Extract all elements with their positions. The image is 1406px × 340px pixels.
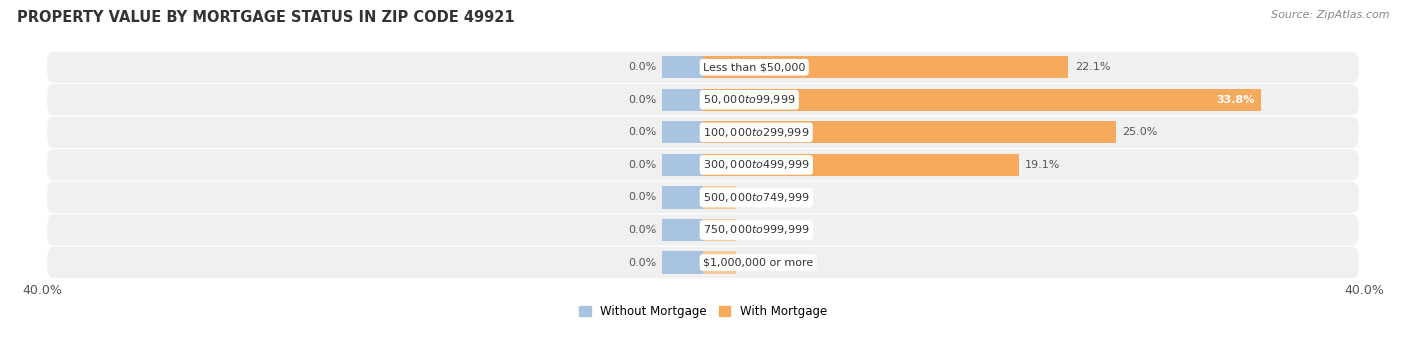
Bar xyxy=(662,154,703,176)
Bar xyxy=(662,186,703,208)
Bar xyxy=(703,219,737,241)
Text: 0.0%: 0.0% xyxy=(628,160,657,170)
Bar xyxy=(703,89,1261,111)
Text: 25.0%: 25.0% xyxy=(1122,128,1159,137)
FancyBboxPatch shape xyxy=(48,52,1358,83)
FancyBboxPatch shape xyxy=(48,182,1358,213)
Bar xyxy=(662,252,703,274)
Bar xyxy=(662,89,703,111)
Text: 0.0%: 0.0% xyxy=(628,225,657,235)
FancyBboxPatch shape xyxy=(48,149,1358,181)
Text: 0.0%: 0.0% xyxy=(742,257,770,268)
Text: 0.0%: 0.0% xyxy=(628,95,657,105)
Bar xyxy=(662,56,703,78)
Text: $500,000 to $749,999: $500,000 to $749,999 xyxy=(703,191,810,204)
Text: 19.1%: 19.1% xyxy=(1025,160,1060,170)
FancyBboxPatch shape xyxy=(48,84,1358,116)
Text: $1,000,000 or more: $1,000,000 or more xyxy=(703,257,813,268)
FancyBboxPatch shape xyxy=(48,117,1358,148)
Text: 0.0%: 0.0% xyxy=(742,225,770,235)
Text: Less than $50,000: Less than $50,000 xyxy=(703,62,806,72)
Bar xyxy=(662,219,703,241)
Text: $750,000 to $999,999: $750,000 to $999,999 xyxy=(703,223,810,237)
Bar xyxy=(703,252,737,274)
Legend: Without Mortgage, With Mortgage: Without Mortgage, With Mortgage xyxy=(574,301,832,323)
Text: $100,000 to $299,999: $100,000 to $299,999 xyxy=(703,126,810,139)
Bar xyxy=(703,154,1018,176)
Text: 0.0%: 0.0% xyxy=(628,62,657,72)
Text: $50,000 to $99,999: $50,000 to $99,999 xyxy=(703,93,796,106)
Text: 0.0%: 0.0% xyxy=(628,192,657,202)
Text: 0.0%: 0.0% xyxy=(628,128,657,137)
Text: 0.0%: 0.0% xyxy=(628,257,657,268)
Bar xyxy=(703,186,737,208)
Text: 0.0%: 0.0% xyxy=(742,192,770,202)
Text: 22.1%: 22.1% xyxy=(1074,62,1111,72)
Bar xyxy=(703,121,1116,143)
FancyBboxPatch shape xyxy=(48,247,1358,278)
Text: PROPERTY VALUE BY MORTGAGE STATUS IN ZIP CODE 49921: PROPERTY VALUE BY MORTGAGE STATUS IN ZIP… xyxy=(17,10,515,25)
Text: 33.8%: 33.8% xyxy=(1216,95,1254,105)
Text: $300,000 to $499,999: $300,000 to $499,999 xyxy=(703,158,810,171)
Bar xyxy=(662,121,703,143)
Text: Source: ZipAtlas.com: Source: ZipAtlas.com xyxy=(1271,10,1389,20)
FancyBboxPatch shape xyxy=(48,214,1358,245)
Bar xyxy=(703,56,1069,78)
